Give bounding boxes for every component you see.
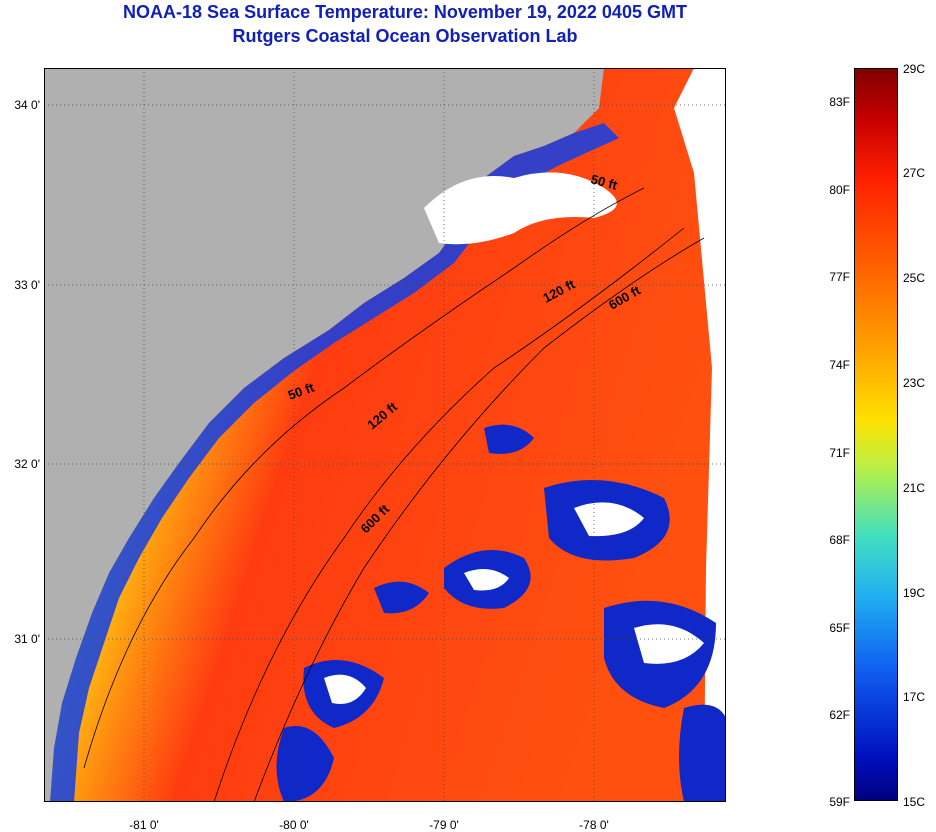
colorbar-c-27: 27C — [903, 166, 926, 180]
contour-120ft — [213, 227, 685, 802]
map-title: NOAA-18 Sea Surface Temperature: Novembe… — [123, 2, 687, 22]
colorbar-f-77: 77F — [829, 270, 850, 284]
sst-map-canvas: 50 ft 120 ft 600 ft 50 ft 120 ft 600 ft — [44, 68, 726, 802]
lat-label-31: 31 0' — [14, 632, 40, 646]
cloud-patches-south — [276, 424, 726, 802]
cloud-patch-north — [424, 172, 617, 245]
map-subtitle: Rutgers Coastal Ocean Observation Lab — [232, 26, 578, 46]
colorbar-c-29: 29C — [903, 62, 926, 76]
no-data-east — [674, 68, 726, 802]
graticule — [44, 68, 726, 802]
colorbar-f-62: 62F — [829, 708, 850, 722]
colorbar-f-65: 65F — [829, 621, 850, 635]
lat-label-34: 34 0' — [14, 98, 40, 112]
lon-label-81: -81 0' — [129, 818, 159, 832]
colorbar-c-19: 19C — [903, 586, 926, 600]
colorbar-f-74: 74F — [829, 358, 850, 372]
colorbar-c-23: 23C — [903, 376, 926, 390]
lon-label-80: -80 0' — [279, 818, 309, 832]
lon-label-79: -79 0' — [429, 818, 459, 832]
colorbar-c-25: 25C — [903, 271, 926, 285]
temperature-colorbar — [854, 68, 898, 801]
sst-map: 50 ft 120 ft 600 ft 50 ft 120 ft 600 ft — [44, 68, 726, 802]
colorbar-c-15: 15C — [903, 795, 926, 809]
colorbar-f-83: 83F — [829, 95, 850, 109]
bathymetry-contours — [83, 187, 705, 802]
contour-label-50ft-north: 50 ft — [589, 171, 619, 193]
colorbar-f-59: 59F — [829, 795, 850, 809]
colorbar-f-71: 71F — [829, 446, 850, 460]
colorbar-c-21: 21C — [903, 481, 926, 495]
colorbar-f-80: 80F — [829, 183, 850, 197]
colorbar-c-17: 17C — [903, 690, 926, 704]
contour-50ft — [83, 187, 645, 769]
lat-label-33: 33 0' — [14, 278, 40, 292]
land-region — [44, 68, 604, 802]
contour-600ft — [253, 237, 705, 802]
colorbar-f-68: 68F — [829, 533, 850, 547]
lat-label-32: 32 0' — [14, 457, 40, 471]
lon-label-78: -78 0' — [579, 818, 609, 832]
